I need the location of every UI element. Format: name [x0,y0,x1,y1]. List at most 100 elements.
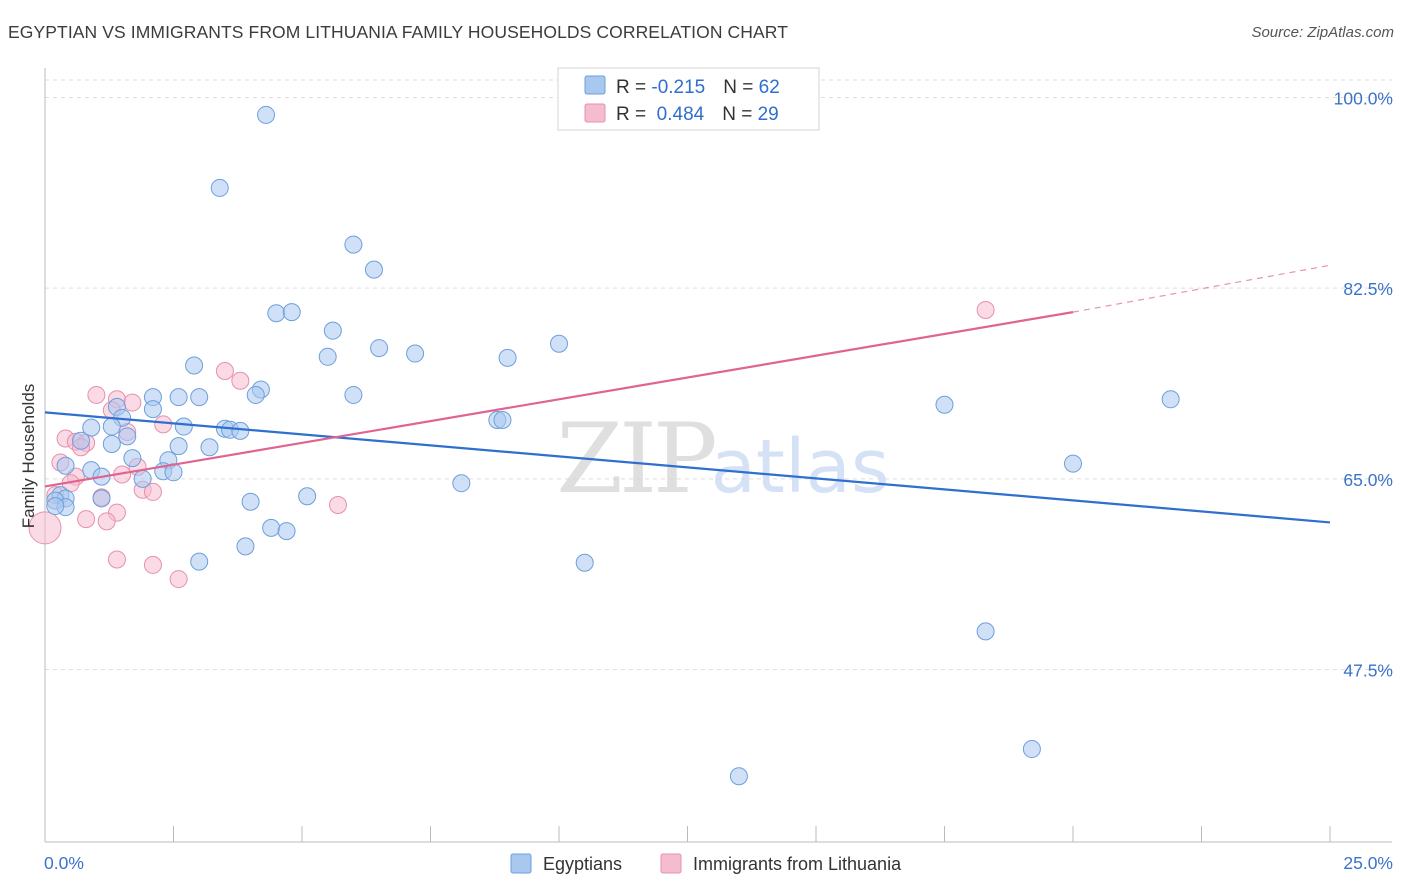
series-legend: Egyptians Immigrants from Lithuania [510,853,902,874]
grid-lines [45,79,1392,670]
data-point-egyptians [1022,740,1041,759]
legend-swatch-lithuania [660,853,682,874]
y-axis-label: Family Households [19,384,38,529]
trend-line-lithuania [44,311,1074,488]
data-point-egyptians [493,410,512,429]
data-point-egyptians [236,537,255,556]
data-point-egyptians [92,489,111,508]
data-point-egyptians [82,418,101,437]
trend-line-lithuania-extension [1072,264,1331,313]
stats-n-value: 62 [759,77,780,98]
data-point-lithuania [77,510,96,529]
data-point-egyptians [241,492,260,511]
data-point-egyptians [102,417,121,436]
data-point-egyptians [133,469,152,488]
legend-label-egyptians: Egyptians [543,854,622,874]
data-point-lithuania [123,393,142,412]
watermark-atlas: atlas [711,424,890,510]
stats-legend-swatch-blue [584,75,606,95]
x-tick-label: 0.0% [44,853,84,873]
stats-n-label: N = [723,77,758,98]
data-point-egyptians [257,105,276,124]
stats-r-value: 0.484 [651,104,704,125]
data-point-egyptians [118,427,137,446]
x-tick-label: 25.0% [1343,853,1393,873]
data-point-lithuania [328,495,347,514]
x-tick-labels: 0.0% 25.0% [44,853,1393,873]
data-point-egyptians [344,385,363,404]
data-point-egyptians [267,304,286,323]
stats-legend-swatch-pink [584,103,606,123]
data-point-egyptians [143,400,162,419]
data-point-egyptians [575,553,594,572]
data-point-egyptians [190,552,209,571]
watermark: ZIP atlas [556,403,889,515]
data-point-egyptians [169,388,188,407]
data-point-egyptians [262,518,281,537]
data-point-lithuania [154,415,173,434]
data-point-egyptians [282,303,301,322]
data-point-egyptians [56,456,75,475]
stats-r-label: R = [616,77,651,98]
stats-r-label: R = [616,104,651,125]
trend-line-egyptians [44,411,1331,524]
data-point-egyptians [364,260,383,279]
legend-swatch-egyptians [510,853,532,874]
y-tick-label: 82.5% [1343,279,1393,299]
data-point-egyptians [344,235,363,254]
data-point-egyptians [123,449,142,468]
stats-legend-row-0: R = -0.215 N = 62 [616,77,780,98]
data-point-egyptians [210,178,229,197]
data-point-lithuania [169,570,188,589]
data-point-egyptians [498,348,517,367]
series-egyptians-points [46,105,1180,786]
data-point-egyptians [452,474,471,493]
data-point-egyptians [1064,454,1082,473]
data-point-egyptians [1161,390,1180,409]
data-point-egyptians [190,388,209,407]
y-tick-labels: 47.5% 65.0% 82.5% 100.0% [1334,89,1393,681]
data-point-lithuania [143,555,162,574]
data-point-egyptians [46,497,65,516]
data-point-lithuania [107,550,126,569]
data-point-egyptians [976,622,995,641]
data-point-egyptians [935,395,954,414]
data-point-lithuania [231,371,250,390]
data-point-egyptians [550,334,568,353]
data-point-egyptians [370,339,389,358]
data-point-egyptians [174,417,193,436]
trend-lines [44,264,1331,524]
data-point-egyptians [169,437,188,456]
stats-r-value: -0.215 [651,77,705,98]
data-point-egyptians [318,347,337,366]
chart-title: EGYPTIAN VS IMMIGRANTS FROM LITHUANIA FA… [8,22,789,42]
data-point-egyptians [729,767,748,786]
stats-n-value: 29 [758,104,779,125]
y-tick-label: 100.0% [1334,89,1393,109]
data-point-egyptians [71,431,90,450]
stats-legend-row-1: R = 0.484 N = 29 [616,104,779,125]
data-point-egyptians [200,438,219,457]
y-tick-label: 65.0% [1343,470,1393,490]
data-point-egyptians [246,385,265,404]
data-point-egyptians [406,344,425,363]
data-point-egyptians [102,434,121,453]
axes [44,68,1392,843]
data-point-lithuania [28,511,62,545]
data-point-lithuania [97,512,116,531]
legend-label-lithuania: Immigrants from Lithuania [693,854,902,874]
data-point-lithuania [143,482,162,501]
stats-legend: R = -0.215 N = 62 R = 0.484 N = 29 [557,67,820,131]
data-point-lithuania [215,361,234,380]
data-point-egyptians [323,321,342,340]
data-point-egyptians [277,522,296,541]
chart-source: Source: ZipAtlas.com [1251,24,1394,41]
stats-n-label: N = [722,104,757,125]
y-tick-label: 47.5% [1343,661,1393,681]
data-point-lithuania [976,300,995,319]
data-point-egyptians [231,421,250,440]
data-point-egyptians [185,356,204,375]
data-point-lithuania [87,385,106,404]
data-point-egyptians [298,487,317,506]
